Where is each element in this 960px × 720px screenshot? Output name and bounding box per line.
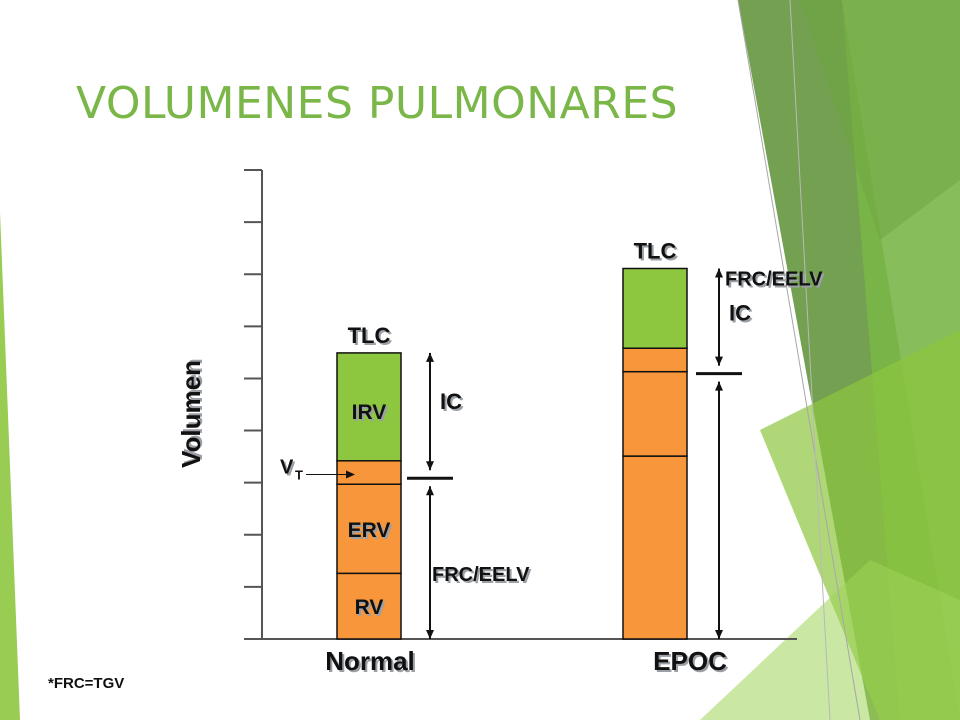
x-category-label-normal-shadow: Normal — [327, 648, 417, 678]
frc-label-normal-shadow: FRC/EELV — [434, 566, 532, 588]
ic-arrow-head-bottom-epoc — [715, 356, 723, 366]
bar-segment-erv-epoc — [622, 370, 688, 457]
right-green-facet-low — [700, 560, 960, 720]
x-category-label-epoc: EPOC — [653, 646, 727, 676]
ic-arrow-head-top-normal — [426, 352, 434, 362]
tlc-label-epoc-shadow: TLC — [636, 240, 679, 265]
frc-arrow-head-top-normal — [426, 486, 434, 496]
bar-segment-rv-epoc — [622, 455, 688, 640]
vt-label-group: VV T — [280, 457, 303, 483]
frc-arrow-head-bottom-epoc — [715, 630, 723, 639]
tlc-label-epoc: TLC — [634, 238, 677, 263]
bar-segment-irv-normal — [336, 352, 402, 462]
ic-arrow-head-bottom-normal — [426, 461, 434, 471]
frc-arrow-head-top-epoc — [715, 381, 723, 391]
tlc-label-normal: TLC — [348, 323, 391, 348]
x-category-label-epoc-shadow: EPOC — [655, 648, 729, 678]
right-thin-line-1 — [737, 0, 861, 720]
ic-label-normal: IC — [440, 389, 462, 414]
erv-label: ERV — [348, 519, 391, 542]
vt-pointer-head — [346, 470, 355, 479]
irv-label-shadow: IRV — [354, 403, 389, 426]
rv-label-shadow: RV — [357, 598, 386, 621]
frc-label-epoc-shadow: FRC/EELV — [727, 271, 825, 293]
right-thin-line-2 — [789, 0, 831, 720]
ic-label-normal-shadow: IC — [442, 391, 464, 416]
ic-arrow-head-top-epoc — [715, 268, 723, 278]
rv-label: RV — [355, 596, 384, 619]
vt-label-subscript: T — [295, 468, 303, 483]
y-axis-label-shadow: Volumen — [178, 358, 208, 466]
bar-segment-vt-epoc — [622, 347, 688, 373]
vt-label: V — [280, 457, 294, 479]
irv-label: IRV — [352, 401, 387, 424]
ic-label-epoc-shadow: IC — [731, 302, 753, 327]
x-category-label-normal: Normal — [325, 646, 415, 676]
bar-segment-irv-epoc — [622, 267, 688, 349]
frc-label-normal: FRC/EELV — [432, 564, 530, 586]
left-green-wedge — [0, 212, 20, 720]
frc-arrow-head-bottom-normal — [426, 630, 434, 639]
frc-label-epoc: FRC/EELV — [725, 269, 823, 291]
slide-title: VOLUMENES PULMONARES — [76, 78, 679, 129]
vt-label-shadow: V — [282, 459, 296, 481]
right-green-facet-top — [800, 0, 960, 240]
bar-segment-erv-normal — [336, 483, 402, 575]
tlc-label-normal-shadow: TLC — [350, 325, 393, 350]
bar-segment-rv-normal — [336, 572, 402, 640]
erv-label-shadow: ERV — [350, 521, 393, 544]
y-axis-label: Volumen — [176, 360, 206, 468]
ic-label-epoc: IC — [729, 300, 751, 325]
footnote: *FRC=TGV — [48, 675, 124, 692]
